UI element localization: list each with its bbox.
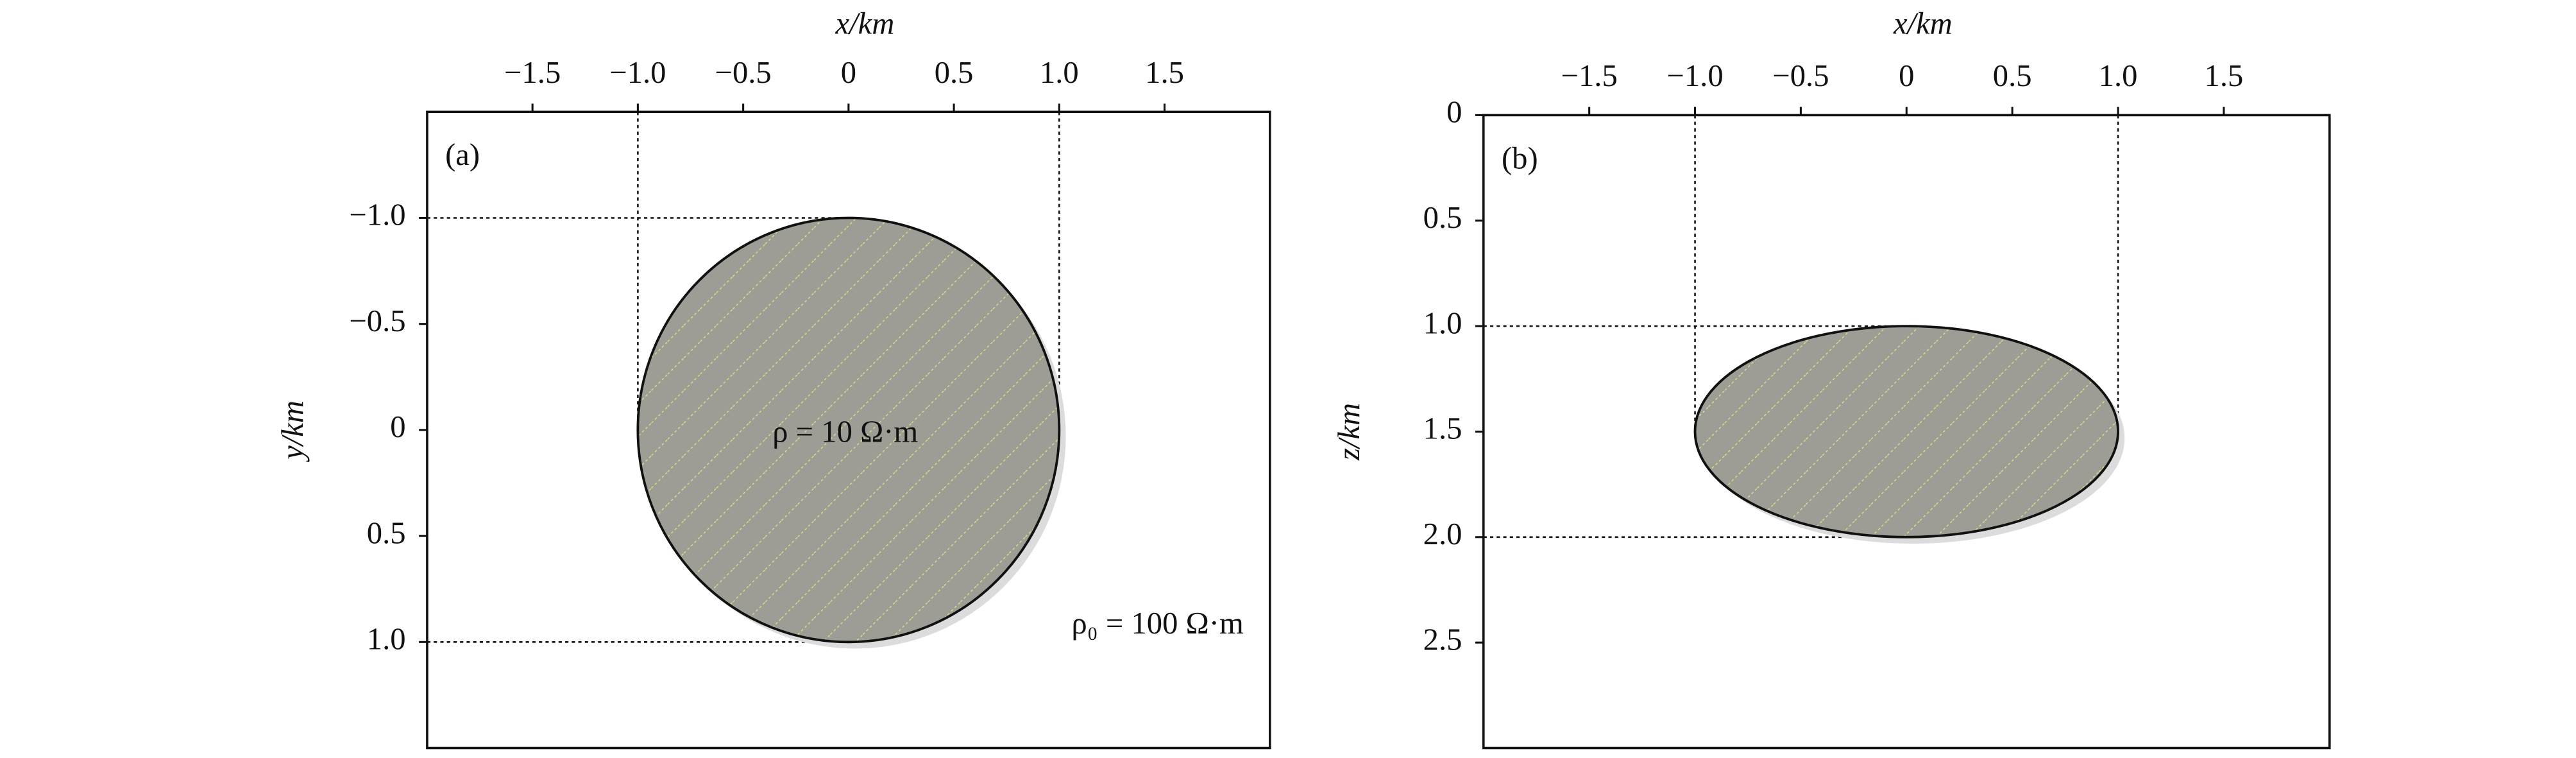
annotation: ρ₀ = 100 Ω·m: [1071, 606, 1244, 641]
anomaly-body: [636, 216, 1061, 644]
y-tick-label: 1.5: [1423, 411, 1462, 446]
x-axis-label: x/km: [835, 6, 895, 40]
y-tick-label: 2.5: [1423, 622, 1462, 657]
x-tick-label: 1.5: [1145, 55, 1184, 90]
y-tick-label: 0.5: [367, 515, 406, 550]
panel-label: (a): [445, 137, 480, 172]
y-tick-label: −0.5: [349, 304, 405, 338]
annotation: ρ = 10 Ω·m: [772, 415, 918, 449]
x-tick-label: −1.5: [1561, 58, 1618, 93]
y-tick-label: 1.0: [367, 621, 406, 656]
x-tick-label: −1.0: [1666, 58, 1723, 93]
y-tick-label: 0.5: [1423, 200, 1462, 235]
x-tick-label: 1.0: [2099, 58, 2138, 93]
x-tick-label: −0.5: [715, 55, 772, 90]
x-tick-label: 1.5: [2205, 58, 2244, 93]
panel-label: (b): [1502, 141, 1538, 175]
y-axis-label: z/km: [1332, 403, 1366, 461]
y-tick-label: 0: [390, 409, 405, 444]
anomaly-body: [1693, 325, 2119, 538]
x-tick-label: 0: [1899, 58, 1914, 93]
x-tick-label: 0.5: [1993, 58, 2032, 93]
x-axis-label: x/km: [1893, 6, 1953, 40]
y-tick-label: 1.0: [1423, 306, 1462, 340]
x-tick-label: 0: [841, 55, 856, 90]
x-tick-label: −1.5: [504, 55, 561, 90]
x-tick-label: −0.5: [1772, 58, 1829, 93]
y-axis-label: y/km: [275, 401, 310, 463]
x-tick-label: 1.0: [1040, 55, 1079, 90]
y-tick-label: −1.0: [349, 198, 405, 232]
y-tick-label: 2.0: [1423, 517, 1462, 551]
x-tick-label: −1.0: [609, 55, 666, 90]
y-tick-label: 0: [1446, 95, 1462, 130]
x-tick-label: 0.5: [935, 55, 974, 90]
